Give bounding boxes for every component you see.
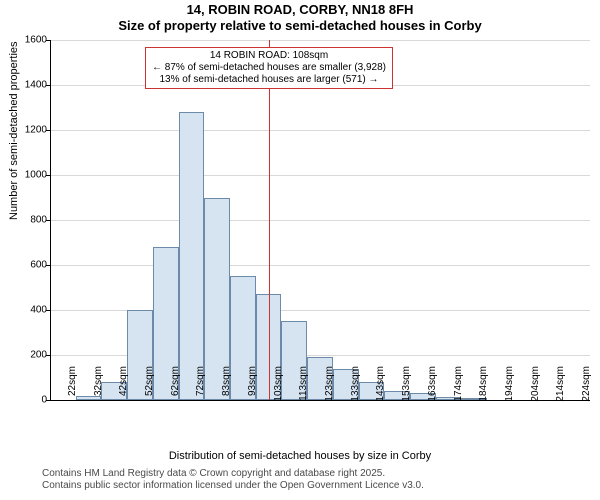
credits-line2: Contains public sector information licen…: [42, 480, 424, 492]
chart-title-line1: 14, ROBIN ROAD, CORBY, NN18 8FH: [0, 2, 600, 17]
y-tick-label: 200: [30, 350, 47, 361]
y-tick-label: 800: [30, 215, 47, 226]
credits-line1: Contains HM Land Registry data © Crown c…: [42, 468, 424, 480]
gridline: [50, 265, 590, 266]
gridline: [50, 220, 590, 221]
chart-plot-area: 0200400600800100012001400160022sqm32sqm4…: [50, 40, 590, 400]
gridline: [50, 175, 590, 176]
x-axis-label: Distribution of semi-detached houses by …: [0, 450, 600, 462]
y-tick-label: 1200: [25, 125, 47, 136]
gridline: [50, 130, 590, 131]
histogram-bar: [179, 112, 205, 400]
y-tick-label: 400: [30, 305, 47, 316]
gridline: [50, 40, 590, 41]
y-tick-label: 1600: [25, 35, 47, 46]
chart-title-line2: Size of property relative to semi-detach…: [0, 18, 600, 33]
annotation-box: 14 ROBIN ROAD: 108sqm← 87% of semi-detac…: [145, 47, 393, 89]
annotation-line1: 14 ROBIN ROAD: 108sqm: [152, 50, 386, 62]
y-tick-label: 1000: [25, 170, 47, 181]
y-tick-label: 1400: [25, 80, 47, 91]
y-tick-label: 600: [30, 260, 47, 271]
annotation-line2: ← 87% of semi-detached houses are smalle…: [152, 62, 386, 74]
y-axis-line: [50, 40, 51, 400]
reference-line: [269, 40, 270, 400]
x-axis-line: [50, 400, 590, 401]
annotation-line3: 13% of semi-detached houses are larger (…: [152, 74, 386, 86]
y-axis-label: Number of semi-detached properties: [8, 41, 20, 220]
credits-text: Contains HM Land Registry data © Crown c…: [42, 468, 424, 492]
y-tick-label: 0: [41, 395, 47, 406]
